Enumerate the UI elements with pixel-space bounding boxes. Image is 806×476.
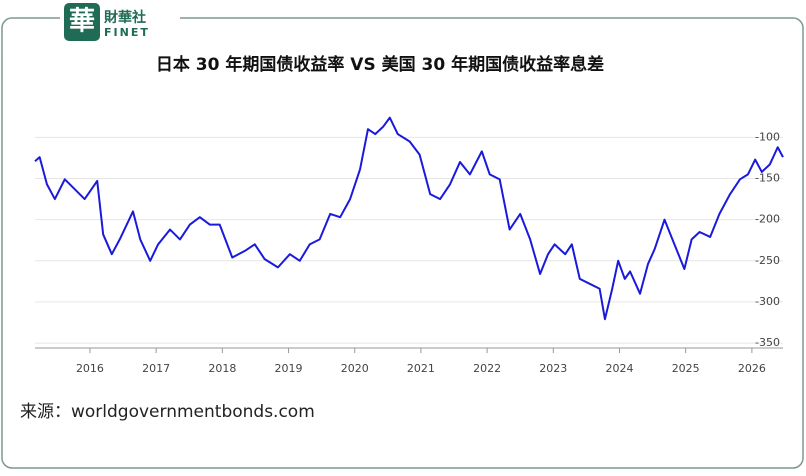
- frame: [1, 17, 804, 469]
- y-tick-label: -350: [755, 336, 780, 349]
- x-tick-label: 2024: [605, 362, 633, 375]
- logo-sub: FINET: [104, 26, 150, 39]
- x-tick-label: 2018: [208, 362, 236, 375]
- y-tick-label: -100: [755, 130, 780, 143]
- x-tick-label: 2026: [738, 362, 766, 375]
- y-tick-label: -150: [755, 172, 780, 185]
- logo-name: 財華社: [103, 9, 146, 26]
- x-tick-label: 2020: [341, 362, 369, 375]
- y-tick-label: -200: [755, 213, 780, 226]
- chart-title: 日本 30 年期国债收益率 VS 美国 30 年期国债收益率息差: [156, 54, 604, 75]
- x-tick-label: 2025: [672, 362, 700, 375]
- logo-mark: 華: [69, 7, 95, 37]
- x-tick-label: 2019: [275, 362, 303, 375]
- data-line: [34, 116, 784, 321]
- logo-box: [64, 3, 100, 41]
- y-tick-label: -250: [755, 254, 780, 267]
- x-tick-label: 2023: [539, 362, 567, 375]
- x-tick-label: 2016: [76, 362, 104, 375]
- source: 来源：worldgovernmentbonds.com: [20, 402, 315, 422]
- x-tick-label: 2017: [142, 362, 170, 375]
- x-tick-label: 2022: [473, 362, 501, 375]
- x-tick-label: 2021: [407, 362, 435, 375]
- y-tick-label: -300: [755, 295, 780, 308]
